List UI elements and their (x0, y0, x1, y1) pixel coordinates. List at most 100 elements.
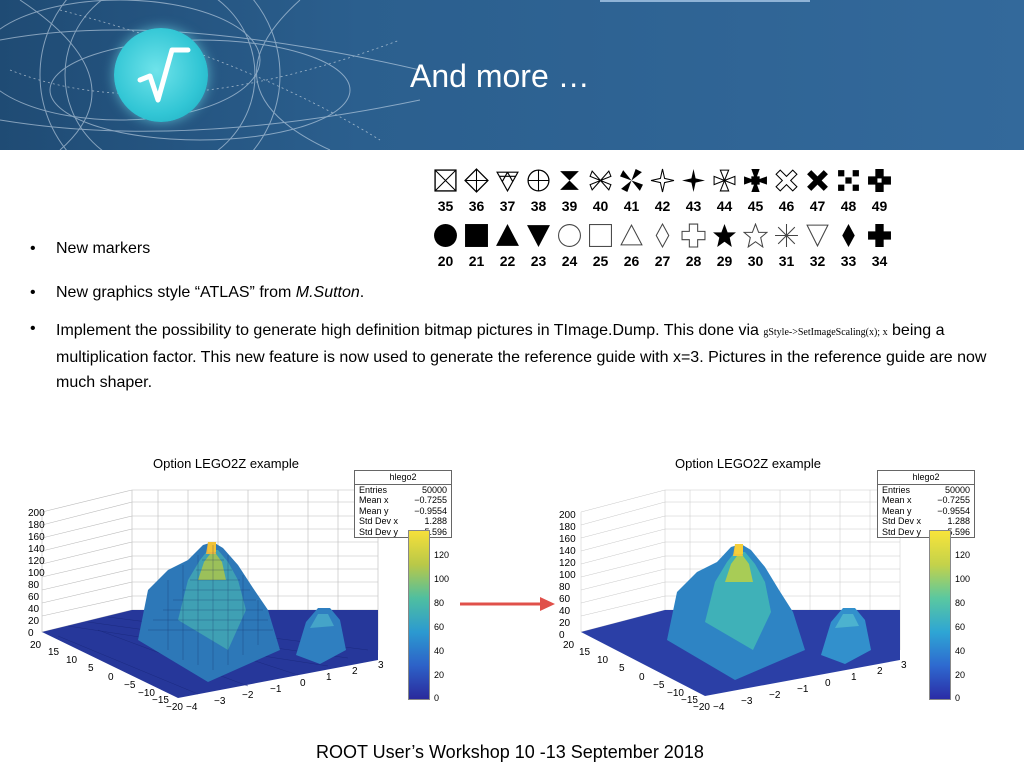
z-tick: 140 (559, 546, 576, 557)
stats-value: 5.596 (424, 526, 447, 537)
stats-value: −0.9554 (937, 505, 970, 516)
color-scale-bar (929, 530, 951, 700)
marker-49: 49 (864, 166, 895, 218)
marker-number: 48 (840, 198, 857, 214)
marker-35: 35 (430, 166, 461, 218)
bullet-dot: • (30, 320, 36, 337)
code-snippet: gStyle->SetImageScaling(x); x (763, 327, 888, 338)
marker-number: 41 (623, 198, 640, 214)
stats-row: Entries 50000 (878, 485, 974, 496)
lego-plot-high-res: Option LEGO2Z example hlego2 Entries 5000… (555, 450, 980, 715)
stats-value: −0.9554 (414, 505, 447, 516)
z-tick: 60 (28, 592, 40, 603)
stats-row: Mean y −0.9554 (355, 506, 451, 517)
stats-key: Entries (882, 484, 911, 495)
x-tick: −2 (769, 690, 781, 701)
header-accent-line (600, 0, 810, 2)
marker-row-1: 35 36 37 38 39 40 41 42 (430, 166, 910, 218)
z-tick: 120 (28, 556, 45, 567)
colorbar-tick: 100 (955, 574, 971, 584)
colorbar-tick: 120 (955, 550, 971, 560)
marker-number: 26 (623, 253, 640, 269)
stats-value: −0.7255 (414, 495, 447, 505)
marker-number: 49 (871, 198, 888, 214)
colorbar-tick: 20 (955, 670, 966, 680)
lego-peak-main (667, 544, 805, 680)
x-tick: 0 (300, 678, 306, 689)
z-tick: 80 (559, 582, 571, 593)
marker-26: 26 (616, 221, 647, 273)
stats-key: Mean y (882, 505, 912, 516)
marker-33: 33 (833, 221, 864, 273)
marker-36: 36 (461, 166, 492, 218)
colorbar-tick: 0 (434, 693, 440, 703)
y-tick: −20 (693, 702, 710, 713)
z-tick: 120 (559, 558, 576, 569)
marker-30: 30 (740, 221, 771, 273)
marker-number: 25 (592, 253, 609, 269)
y-tick: 10 (597, 655, 609, 666)
colorbar-tick: 120 (434, 550, 450, 560)
stats-box: hlego2 Entries 50000 Mean x −0.7255 Mean y… (354, 470, 452, 538)
colorbar-tick: 0 (955, 693, 961, 703)
stats-key: Std Dev x (359, 516, 399, 526)
marker-31: 31 (771, 221, 802, 273)
y-tick: −20 (166, 702, 183, 713)
marker-number: 44 (716, 198, 733, 214)
bullet-text-suffix: . (359, 284, 365, 301)
stats-row: Std Dev x 1.288 (878, 516, 974, 527)
z-tick: 40 (28, 604, 40, 615)
y-tick: −15 (152, 695, 169, 706)
marker-37: 37 (492, 166, 523, 218)
marker-40: 40 (585, 166, 616, 218)
y-tick: −5 (653, 680, 665, 691)
marker-number: 20 (437, 253, 454, 269)
slide-title: And more … (410, 58, 590, 94)
marker-number: 34 (871, 253, 888, 269)
stats-row: Mean y −0.9554 (878, 506, 974, 517)
stats-key: Std Dev x (882, 516, 922, 526)
colorbar-tick: 100 (434, 574, 450, 584)
z-tick: 40 (559, 606, 571, 617)
marker-48: 48 (833, 166, 864, 218)
z-tick: 160 (28, 532, 45, 543)
z-tick: 140 (28, 544, 45, 555)
z-tick: 100 (559, 570, 576, 581)
z-tick: 0 (559, 630, 565, 641)
marker-row-2: 20 21 22 23 24 25 26 27 (430, 221, 910, 273)
marker-number: 31 (778, 253, 795, 269)
x-tick: −3 (741, 696, 753, 707)
y-tick: 0 (639, 672, 645, 683)
stats-value: 50000 (421, 484, 447, 495)
marker-number: 27 (654, 253, 671, 269)
y-tick: 0 (108, 672, 114, 683)
lego-3d-frame (41, 489, 379, 698)
z-tick: 100 (28, 568, 45, 579)
marker-41: 41 (616, 166, 647, 218)
y-tick: 20 (30, 640, 42, 651)
slide-header: And more … (0, 0, 1024, 150)
z-tick: 20 (28, 616, 40, 627)
y-tick: 15 (48, 647, 60, 658)
lego-3d-frame (580, 489, 901, 696)
marker-number: 37 (499, 198, 516, 214)
z-tick: 160 (559, 534, 576, 545)
x-tick: 1 (851, 672, 857, 683)
colorbar-tick: 80 (434, 598, 445, 608)
x-tick: 1 (326, 672, 332, 683)
stats-key: Mean x (359, 495, 389, 505)
marker-number: 38 (530, 198, 547, 214)
z-tick: 0 (28, 628, 34, 639)
bullet-text-part2: being a multiplication factor. This new … (56, 322, 987, 391)
x-tick: −1 (797, 684, 809, 695)
stats-row: Std Dev y 5.596 (355, 527, 451, 538)
marker-number: 29 (716, 253, 733, 269)
stats-key: Mean y (359, 505, 389, 516)
stats-key: Std Dev y (882, 526, 922, 537)
z-tick: 200 (559, 510, 576, 521)
colorbar-tick: 40 (955, 646, 966, 656)
x-tick: 2 (877, 666, 883, 677)
colorbar-tick: 60 (434, 622, 445, 632)
x-tick: 3 (901, 660, 907, 671)
colorbar-tick: 60 (955, 622, 966, 632)
